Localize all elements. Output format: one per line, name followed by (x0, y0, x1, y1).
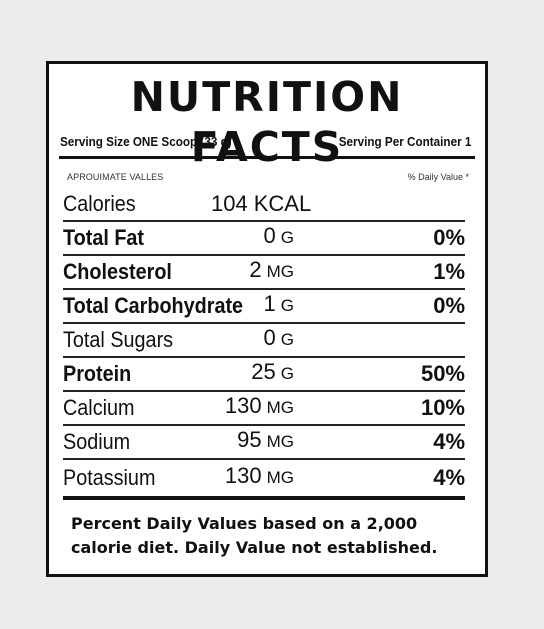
nutrient-row-potassium: Potassium 130 MG 4% (63, 460, 465, 494)
nutrient-name: Protein (63, 361, 132, 386)
nutrient-amount: 130 MG (225, 463, 294, 491)
calories-row: Calories 104 KCAL (63, 188, 465, 222)
nutrient-daily-value: 0% (433, 293, 465, 318)
nutrient-amount: 2 MG (249, 257, 294, 285)
serving-size: Serving Size ONE Scoop (33 g) (60, 134, 232, 149)
nutrient-row-calcium: Calcium 130 MG 10% (63, 392, 465, 426)
footnote-line-2: calorie diet. Daily Value not establishe… (71, 538, 438, 557)
nutrient-row-protein: Protein 25 G 50% (63, 358, 465, 392)
nutrient-value: 2 (249, 257, 262, 282)
nutrient-daily-value: 4% (433, 465, 465, 490)
header-divider (59, 156, 475, 159)
calories-amount: 104 KCAL (211, 191, 311, 217)
nutrient-row-cholesterol: Cholesterol 2 MG 1% (63, 256, 465, 290)
daily-value-header: % Daily Value * (407, 172, 469, 182)
nutrient-name: Potassium (63, 465, 156, 490)
nutrient-name: Calcium (63, 395, 135, 420)
nutrient-unit: MG (266, 432, 294, 451)
nutrient-amount: 25 G (251, 359, 294, 387)
nutrient-name: Total Carbohydrate (63, 293, 244, 318)
nutrient-row-sodium: Sodium 95 MG 4% (63, 426, 465, 460)
nutrient-value: 130 (224, 393, 262, 418)
nutrient-unit: G (280, 330, 294, 349)
nutrient-value: 130 (224, 463, 262, 488)
nutrient-unit: G (280, 228, 294, 247)
nutrient-daily-value: 10% (420, 395, 465, 420)
nutrient-daily-value: 4% (433, 429, 465, 454)
nutrient-value: 1 (263, 291, 276, 316)
nutrient-value: 0 (263, 325, 276, 350)
nutrient-daily-value: 1% (433, 259, 465, 284)
calories-label: Calories (63, 191, 136, 216)
approximate-values-note: APROUIMATE VALLES (67, 172, 164, 182)
nutrient-value: 95 (237, 427, 262, 452)
nutrient-name: Total Sugars (63, 327, 174, 352)
footer-divider (63, 496, 465, 500)
footnote-line-1: Percent Daily Values based on a 2,000 (71, 514, 418, 533)
label-title: NUTRITION FACTS (130, 73, 404, 171)
nutrient-unit: MG (266, 398, 294, 417)
nutrient-amount: 95 MG (237, 427, 294, 455)
calories-unit: KCAL (253, 191, 312, 216)
nutrient-daily-value: 50% (420, 361, 465, 386)
nutrient-value: 0 (263, 223, 276, 248)
nutrient-name: Total Fat (63, 225, 145, 250)
nutrient-daily-value: 0% (433, 225, 465, 250)
nutrient-value: 25 (251, 359, 276, 384)
nutrient-unit: G (280, 364, 294, 383)
nutrient-unit: MG (266, 468, 294, 487)
nutrient-name: Sodium (63, 429, 131, 454)
calories-value: 104 (211, 191, 248, 216)
daily-value-footnote: Percent Daily Values based on a 2,000 ca… (71, 512, 473, 560)
nutrition-label: NUTRITION FACTS Serving Size ONE Scoop (… (46, 61, 488, 577)
nutrient-amount: 130 MG (225, 393, 294, 421)
nutrient-name: Cholesterol (63, 259, 172, 284)
servings-per-container: Serving Per Container 1 (338, 134, 471, 149)
nutrient-unit: G (280, 296, 294, 315)
nutrient-unit: MG (266, 262, 294, 281)
